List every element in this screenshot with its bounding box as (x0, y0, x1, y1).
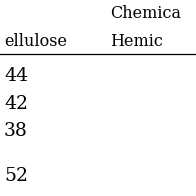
Text: 38: 38 (4, 122, 28, 140)
Text: 42: 42 (4, 95, 28, 113)
Text: Hemic: Hemic (110, 33, 163, 50)
Text: 52: 52 (4, 167, 28, 185)
Text: ellulose: ellulose (4, 33, 67, 50)
Text: Chemica: Chemica (110, 5, 181, 22)
Text: 44: 44 (4, 67, 28, 85)
